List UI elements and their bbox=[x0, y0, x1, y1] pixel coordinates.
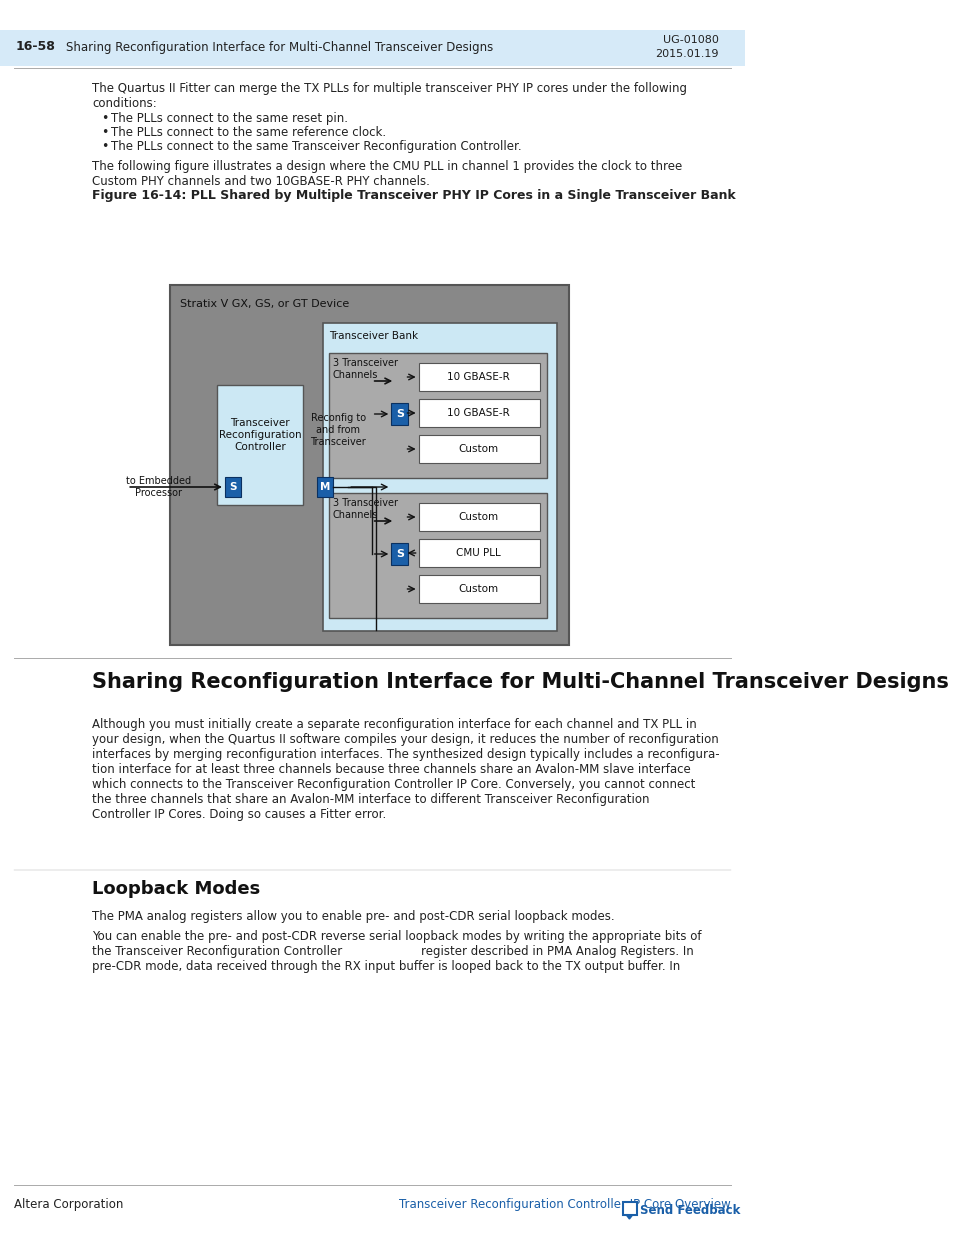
Bar bbox=[329, 353, 547, 478]
Text: S: S bbox=[229, 482, 236, 492]
Text: Transceiver
Reconfiguration
Controller: Transceiver Reconfiguration Controller bbox=[218, 419, 301, 452]
Bar bbox=[0, 30, 744, 65]
Text: Custom: Custom bbox=[458, 584, 498, 594]
Text: •: • bbox=[101, 140, 109, 153]
Bar bbox=[418, 435, 539, 463]
Text: M: M bbox=[319, 482, 330, 492]
Text: 10 GBASE-R: 10 GBASE-R bbox=[447, 408, 510, 417]
Text: Send Feedback: Send Feedback bbox=[639, 1203, 740, 1216]
Text: Custom: Custom bbox=[458, 445, 498, 454]
Bar bbox=[14, 33, 57, 61]
Text: The PMA analog registers allow you to enable pre- and post-CDR serial loopback m: The PMA analog registers allow you to en… bbox=[92, 910, 614, 923]
Bar bbox=[225, 477, 240, 496]
Bar bbox=[418, 538, 539, 567]
Bar bbox=[418, 576, 539, 603]
Text: 16-58: 16-58 bbox=[15, 41, 55, 53]
Bar bbox=[329, 493, 547, 618]
Bar bbox=[622, 1202, 637, 1215]
Text: UG-01080: UG-01080 bbox=[662, 35, 718, 44]
Text: Loopback Modes: Loopback Modes bbox=[92, 881, 260, 898]
Text: The following figure illustrates a design where the CMU PLL in channel 1 provide: The following figure illustrates a desig… bbox=[92, 161, 681, 188]
Text: Reconfig to
and from
Transceiver: Reconfig to and from Transceiver bbox=[310, 414, 366, 447]
Bar bbox=[418, 363, 539, 391]
Text: The PLLs connect to the same reset pin.: The PLLs connect to the same reset pin. bbox=[111, 112, 348, 125]
Text: CMU PLL: CMU PLL bbox=[456, 548, 500, 558]
Bar bbox=[391, 403, 408, 425]
Bar bbox=[322, 324, 557, 631]
Text: •: • bbox=[101, 126, 109, 140]
Polygon shape bbox=[626, 1215, 632, 1219]
Text: Transceiver Reconfiguration Controller IP Core Overview: Transceiver Reconfiguration Controller I… bbox=[398, 1198, 730, 1212]
Text: Transceiver Bank: Transceiver Bank bbox=[329, 331, 417, 341]
Text: The Quartus II Fitter can merge the TX PLLs for multiple transceiver PHY IP core: The Quartus II Fitter can merge the TX P… bbox=[92, 82, 686, 110]
Bar bbox=[418, 399, 539, 427]
Text: You can enable the pre- and post-CDR reverse serial loopback modes by writing th: You can enable the pre- and post-CDR rev… bbox=[92, 930, 700, 973]
Text: 10 GBASE-R: 10 GBASE-R bbox=[447, 372, 510, 382]
Bar bbox=[316, 477, 333, 496]
Bar bbox=[217, 385, 303, 505]
Text: The PLLs connect to the same reference clock.: The PLLs connect to the same reference c… bbox=[111, 126, 386, 140]
Text: Sharing Reconfiguration Interface for Multi-Channel Transceiver Designs: Sharing Reconfiguration Interface for Mu… bbox=[92, 672, 948, 692]
Text: S: S bbox=[395, 550, 403, 559]
Text: 3 Transceiver
Channels: 3 Transceiver Channels bbox=[333, 358, 397, 379]
Bar bbox=[391, 543, 408, 564]
Text: Sharing Reconfiguration Interface for Multi-Channel Transceiver Designs: Sharing Reconfiguration Interface for Mu… bbox=[67, 41, 493, 53]
Text: 3 Transceiver
Channels: 3 Transceiver Channels bbox=[333, 498, 397, 520]
Text: Altera Corporation: Altera Corporation bbox=[14, 1198, 123, 1212]
Text: Although you must initially create a separate reconfiguration interface for each: Although you must initially create a sep… bbox=[92, 718, 719, 821]
Text: Stratix V GX, GS, or GT Device: Stratix V GX, GS, or GT Device bbox=[179, 299, 349, 309]
Text: Figure 16-14: PLL Shared by Multiple Transceiver PHY IP Cores in a Single Transc: Figure 16-14: PLL Shared by Multiple Tra… bbox=[92, 189, 735, 203]
Text: The PLLs connect to the same Transceiver Reconfiguration Controller.: The PLLs connect to the same Transceiver… bbox=[111, 140, 521, 153]
Bar bbox=[418, 503, 539, 531]
Text: to Embedded
Processor: to Embedded Processor bbox=[126, 477, 191, 498]
Text: •: • bbox=[101, 112, 109, 125]
Bar bbox=[170, 285, 568, 645]
Text: S: S bbox=[395, 409, 403, 419]
Text: 2015.01.19: 2015.01.19 bbox=[655, 49, 718, 59]
Text: Custom: Custom bbox=[458, 513, 498, 522]
